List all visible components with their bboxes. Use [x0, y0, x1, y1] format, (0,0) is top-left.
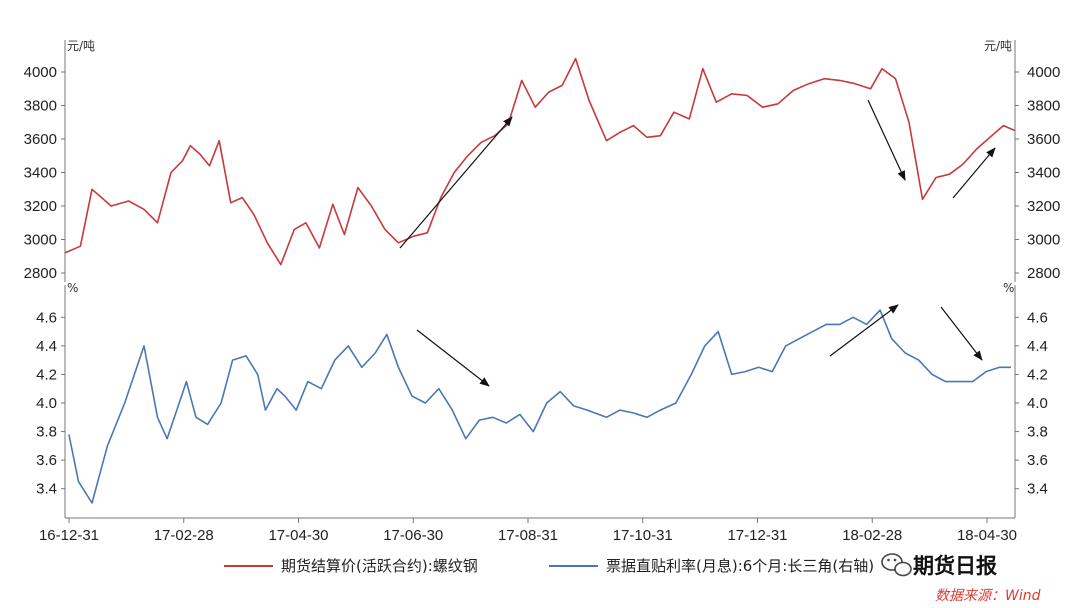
- x-tick-label: 17-08-31: [498, 527, 558, 544]
- y-tick-label-left: 4.2: [36, 366, 57, 383]
- source-label: 数据来源：Wind: [935, 588, 1041, 604]
- y-tick-label-left: 2800: [24, 265, 57, 282]
- y-tick-label-right: 2800: [1027, 265, 1060, 282]
- x-tick-label: 18-04-30: [957, 527, 1017, 544]
- top-left-ticks: 2800 3000 3200 3400 3600 3800 4000: [24, 64, 65, 282]
- top-right-ticks: 2800 3000 3200 3400 3600 3800 4000: [1015, 64, 1060, 282]
- legend-label-futures: 期货结算价(活跃合约):螺纹钢: [281, 557, 478, 575]
- y-tick-label-right: 3.6: [1027, 452, 1048, 469]
- arrow-down-2: [416, 329, 490, 387]
- x-axis-ticks: 16-12-31 17-02-28 17-04-30 17-06-30 17-08-31…: [39, 518, 1017, 544]
- x-tick-label: 18-02-28: [842, 527, 902, 544]
- watermark: 期货日报: [881, 553, 997, 578]
- bottom-right-ticks: 3.4 3.6 3.8 4.0 4.2 4.4 4.6: [1015, 309, 1048, 498]
- y-tick-label-left: 4.6: [36, 309, 57, 326]
- y-tick-label-left: 4.0: [36, 395, 57, 412]
- y-tick-label-right: 4.6: [1027, 309, 1048, 326]
- x-tick-label: 16-12-31: [39, 527, 99, 544]
- arrow-up-3: [829, 304, 899, 357]
- arrow-up-1: [399, 116, 513, 249]
- x-tick-label: 17-02-28: [154, 527, 214, 544]
- legend: 期货结算价(活跃合约):螺纹钢 票据直贴利率(月息):6个月:长三角(右轴): [224, 557, 874, 575]
- trend-arrows: [399, 99, 996, 387]
- y-tick-label-right: 3400: [1027, 165, 1060, 182]
- x-tick-label: 17-04-30: [268, 527, 328, 544]
- y-tick-label-right: 4.2: [1027, 366, 1048, 383]
- top-right-unit: 元/吨: [984, 39, 1012, 53]
- arrow-down-1: [867, 99, 906, 181]
- wechat-icon: [881, 553, 912, 577]
- bottom-left-ticks: 3.4 3.6 3.8 4.0 4.2 4.4 4.6: [36, 309, 65, 498]
- arrow-up-2: [952, 147, 996, 199]
- y-tick-label-left: 3.4: [36, 481, 57, 498]
- watermark-text: 期货日报: [913, 554, 997, 578]
- y-tick-label-right: 4.4: [1027, 338, 1048, 355]
- y-tick-label-right: 3600: [1027, 131, 1060, 148]
- y-tick-label-left: 3200: [24, 198, 57, 215]
- bottom-panel: % % 3.4 3.6 3.8 4.0 4.2 4.4 4.6 3.4 3.6 3.8 4.0 4.…: [36, 281, 1048, 519]
- y-tick-label-left: 3400: [24, 165, 57, 182]
- y-tick-label-right: 4000: [1027, 64, 1060, 81]
- y-tick-label-left: 3600: [24, 131, 57, 148]
- y-tick-label-left: 3.6: [36, 452, 57, 469]
- top-left-unit: 元/吨: [67, 39, 95, 53]
- y-tick-label-right: 3.4: [1027, 481, 1048, 498]
- bottom-right-unit: %: [1003, 281, 1014, 295]
- y-tick-label-left: 3.8: [36, 424, 57, 441]
- y-tick-label-left: 4.4: [36, 338, 57, 355]
- y-tick-label-right: 3800: [1027, 98, 1060, 115]
- y-tick-label-left: 3800: [24, 98, 57, 115]
- y-tick-label-right: 4.0: [1027, 395, 1048, 412]
- y-tick-label-right: 3000: [1027, 232, 1060, 249]
- y-tick-label-left: 3000: [24, 232, 57, 249]
- y-tick-label-right: 3.8: [1027, 424, 1048, 441]
- top-panel: 元/吨 元/吨 2800 3000 3200 3400 3600 3800 4000 280…: [24, 39, 1060, 282]
- x-tick-label: 17-06-30: [383, 527, 443, 544]
- x-tick-label: 17-10-31: [613, 527, 673, 544]
- x-tick-label: 17-12-31: [727, 527, 787, 544]
- bill-rate-line: [68, 309, 1012, 504]
- steel-futures-line: [64, 57, 1016, 266]
- y-tick-label-right: 3200: [1027, 198, 1060, 215]
- bottom-left-unit: %: [67, 281, 78, 295]
- arrow-down-3: [940, 306, 983, 361]
- legend-label-bill-rate: 票据直贴利率(月息):6个月:长三角(右轴): [606, 557, 874, 575]
- y-tick-label-left: 4000: [24, 64, 57, 81]
